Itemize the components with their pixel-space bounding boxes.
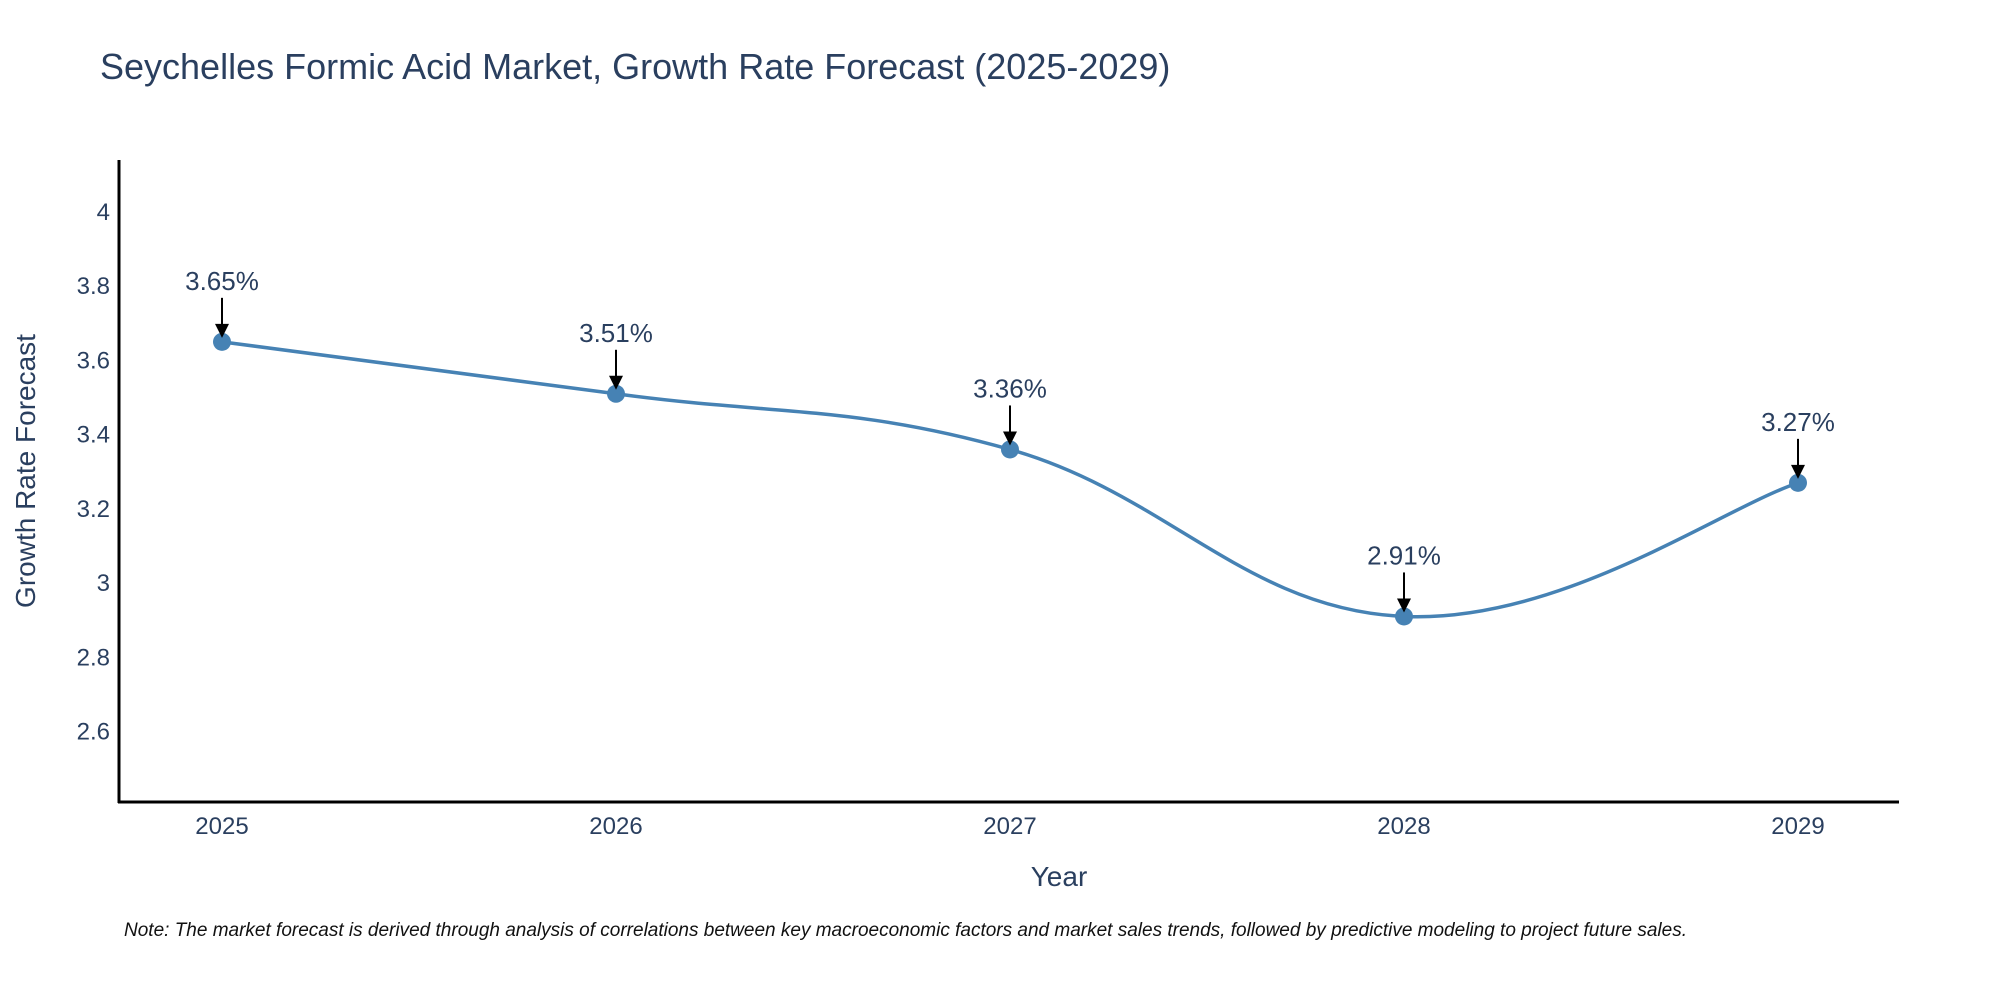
annotation-arrow-head: [609, 375, 623, 390]
annotation-label: 3.27%: [1761, 407, 1835, 437]
x-tick-labels: 2025 2026 2027 2028 2029: [195, 813, 1824, 840]
y-tick-label: 3.8: [77, 273, 110, 300]
y-axis-title: Growth Rate Forecast: [10, 334, 41, 608]
annotation: 3.51%: [579, 318, 653, 390]
data-point: [1001, 440, 1019, 459]
annotation-arrow-head: [1791, 464, 1805, 479]
data-point: [1395, 607, 1413, 626]
x-tick-label: 2026: [589, 813, 642, 840]
data-points: [213, 332, 1807, 626]
x-tick-label: 2029: [1771, 813, 1824, 840]
annotation: 2.91%: [1367, 540, 1441, 613]
annotation: 3.27%: [1761, 407, 1835, 479]
y-tick-label: 3.2: [77, 496, 110, 523]
y-tick-label: 3.4: [77, 422, 110, 449]
x-tick-label: 2028: [1377, 813, 1430, 840]
x-tick-label: 2025: [195, 813, 248, 840]
annotation-label: 3.51%: [579, 318, 653, 348]
chart-title: Seychelles Formic Acid Market, Growth Ra…: [100, 46, 1171, 87]
annotation-arrow-head: [215, 323, 229, 338]
data-point: [213, 332, 231, 351]
annotations: 3.65% 3.51% 3.36% 2.91% 3.27%: [185, 266, 1835, 613]
chart-note: Note: The market forecast is derived thr…: [124, 920, 1687, 941]
data-point: [1789, 473, 1807, 492]
y-tick-labels: 2.6 2.8 3 3.2 3.4 3.6 3.8 4: [77, 199, 110, 746]
x-tick-label: 2027: [983, 813, 1036, 840]
y-tick-label: 2.8: [77, 644, 110, 671]
axes: [117, 160, 1899, 804]
y-tick-label: 2.6: [77, 718, 110, 745]
annotation-label: 2.91%: [1367, 540, 1441, 570]
y-tick-label: 4: [97, 199, 110, 226]
annotation-label: 3.36%: [973, 373, 1047, 403]
data-point: [607, 384, 625, 403]
annotation-arrow-head: [1003, 431, 1017, 446]
annotation-label: 3.65%: [185, 266, 259, 296]
x-axis-title: Year: [1031, 861, 1088, 892]
annotation: 3.65%: [185, 266, 259, 338]
y-tick-label: 3: [97, 570, 110, 597]
annotation-arrow-head: [1397, 598, 1411, 613]
annotation: 3.36%: [973, 373, 1047, 446]
y-tick-label: 3.6: [77, 347, 110, 374]
